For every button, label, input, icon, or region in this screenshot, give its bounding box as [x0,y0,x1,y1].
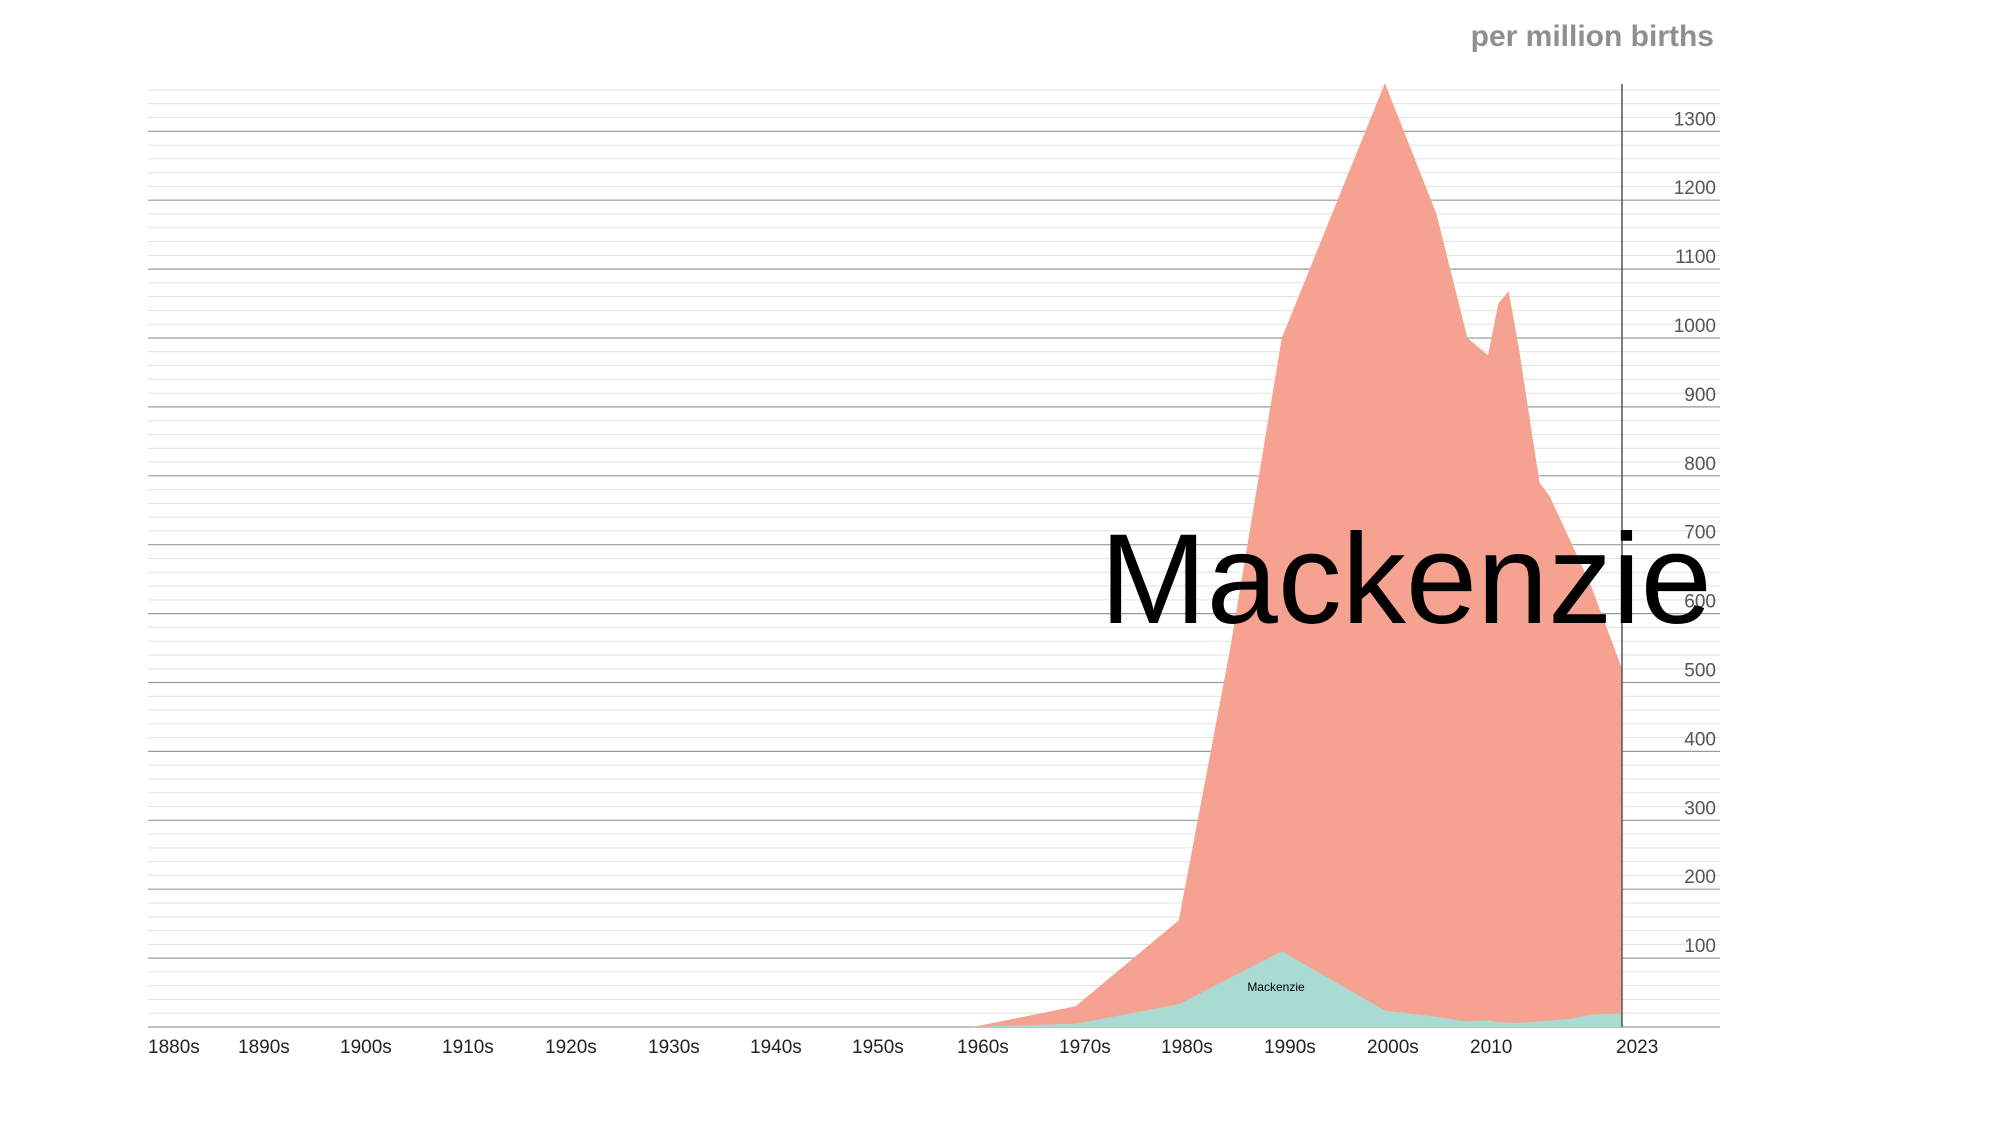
y-axis-ticks: 100 200 300 400 500 600 700 800 900 1000 1100 1200 1… [1674,109,1716,957]
x-tick-label: 1880s [148,1037,200,1058]
series-labels: Mackenzie Mackenzie [1100,508,1712,994]
x-tick-label: 1990s [1264,1037,1316,1058]
x-tick-label: 1910s [442,1037,494,1058]
x-tick-label: 2023 [1616,1037,1658,1058]
y-tick-label: 800 [1684,454,1716,475]
x-tick-label: 1970s [1059,1037,1111,1058]
y-tick-label: 600 [1684,592,1716,613]
y-tick-label: 1300 [1674,109,1716,130]
x-tick-label: 1890s [238,1037,290,1058]
y-tick-label: 900 [1684,385,1716,406]
x-tick-label: 1980s [1161,1037,1213,1058]
y-tick-label: 1100 [1675,247,1716,268]
area-teal[interactable] [972,951,1622,1027]
y-tick-label: 200 [1684,867,1716,888]
series-label-secondary: Mackenzie [1247,980,1305,994]
x-tick-label: 1940s [750,1037,802,1058]
y-tick-label: 1200 [1674,178,1716,199]
x-tick-label: 1930s [648,1037,700,1058]
x-tick-label: 1900s [340,1037,392,1058]
y-tick-label: 100 [1684,936,1716,957]
y-tick-label: 500 [1684,661,1716,682]
x-tick-label: 1920s [545,1037,597,1058]
y-tick-label: 700 [1684,523,1716,544]
x-tick-label: 1950s [852,1037,904,1058]
y-tick-label: 1000 [1674,316,1716,337]
unit-label: per million births [1471,20,1714,53]
x-axis-ticks: 1880s 1890s 1900s 1910s 1920s 1930s 1940s 1950s… [148,1037,1658,1058]
y-tick-label: 400 [1684,729,1716,750]
x-tick-label: 1960s [957,1037,1009,1058]
x-tick-label: 2010 [1470,1037,1512,1058]
area-salmon[interactable] [972,83,1622,1028]
area-series [972,83,1623,1028]
series-label-main: Mackenzie [1100,508,1712,651]
y-tick-label: 300 [1684,798,1716,819]
x-tick-label: 2000s [1367,1037,1419,1058]
